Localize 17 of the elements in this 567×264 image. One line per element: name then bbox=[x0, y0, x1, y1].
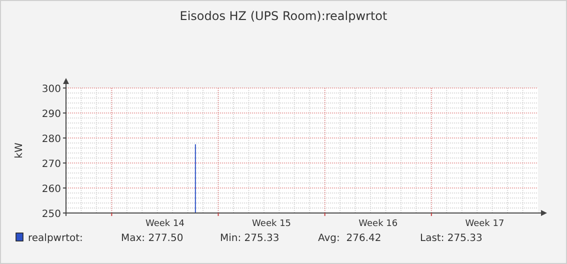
y-tick-label: 250 bbox=[42, 209, 61, 220]
y-axis-title: kW bbox=[14, 142, 25, 158]
text: Max: 277.50 bbox=[121, 233, 184, 244]
text: Min: 275.33 bbox=[220, 233, 280, 244]
chart-title: Eisodos HZ (UPS Room):realpwrtot bbox=[180, 9, 388, 23]
y-tick-label: 290 bbox=[42, 109, 61, 120]
y-tick-label: 270 bbox=[42, 159, 61, 170]
y-tick-label: 280 bbox=[42, 134, 61, 145]
x-tick-label: Week 17 bbox=[465, 219, 504, 229]
text: Avg: 276.42 bbox=[318, 233, 382, 244]
x-tick-label: Week 14 bbox=[145, 219, 185, 229]
y-tick-label: 300 bbox=[42, 84, 61, 95]
x-tick-label: Week 15 bbox=[252, 219, 292, 229]
legend-label: realpwrtot: bbox=[28, 233, 83, 244]
x-tick-label: Week 16 bbox=[358, 219, 398, 229]
y-tick-label: 260 bbox=[42, 184, 61, 195]
text: Last: 275.33 bbox=[420, 233, 482, 244]
